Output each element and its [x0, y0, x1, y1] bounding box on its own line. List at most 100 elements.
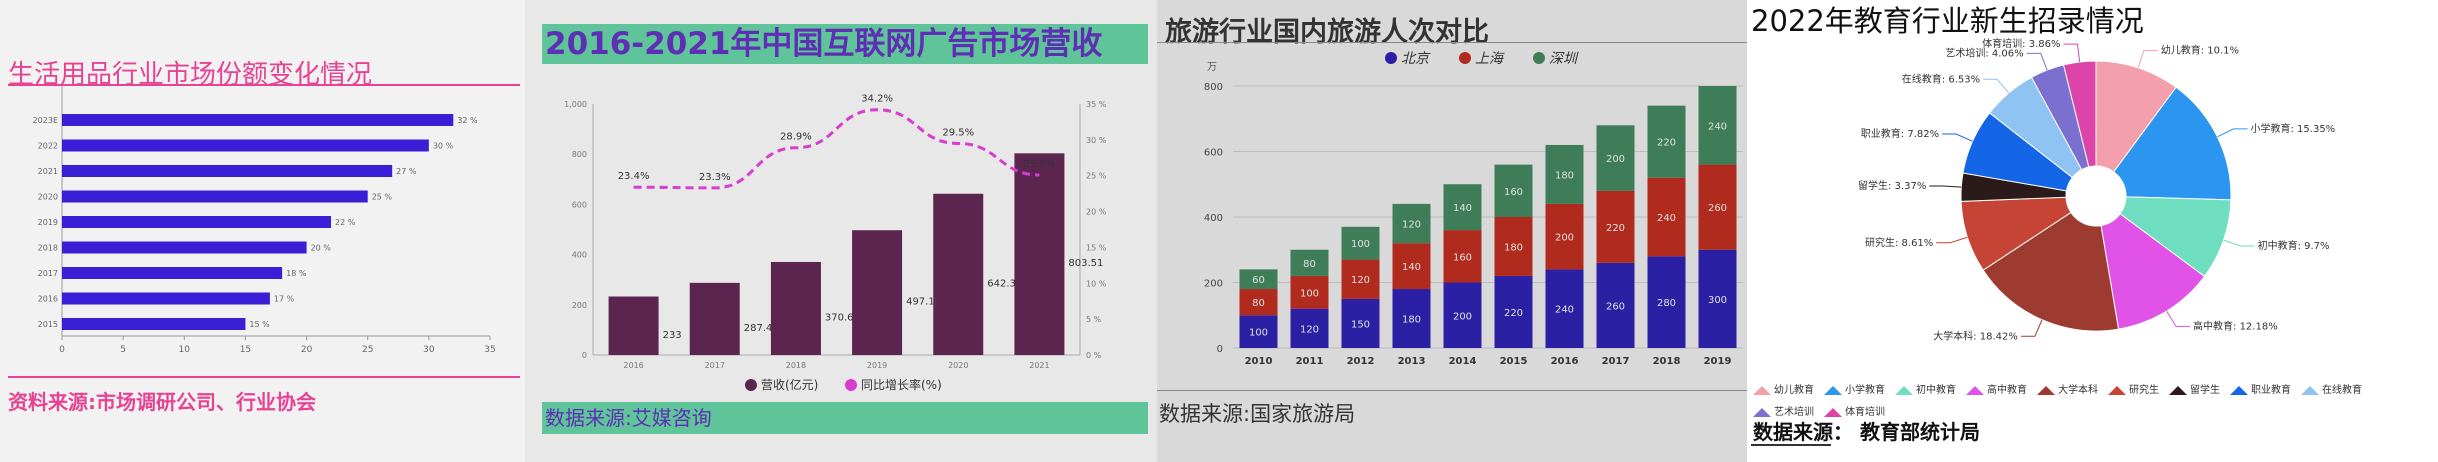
- ad-revenue-chart: 0 200 400 600 800 1,000 0 % 5 % 10 % 15 % 20 % 25 %…: [564, 94, 1107, 392]
- x-tick-label: 25: [362, 345, 373, 355]
- leader-line: [2026, 52, 2048, 71]
- data-label: 17 %: [274, 295, 295, 304]
- segment-value-label: 240: [1708, 121, 1727, 132]
- y2-tick-label: 0 %: [1086, 351, 1102, 360]
- segment-value-label: 120: [1351, 275, 1370, 286]
- leader-line: [2166, 310, 2191, 327]
- slice-大学本科: [1982, 211, 2120, 332]
- tourism-chart: 万 0 200 400 600 800 100 80 60 2010 120 100 80 2011 150…: [1204, 51, 1743, 367]
- bar-北京-2014: [1443, 282, 1482, 348]
- leader-line: [1936, 236, 1968, 244]
- bar-2019: [62, 216, 332, 228]
- legend-marker-revenue: [745, 379, 757, 391]
- bar-北京-2010: [1239, 315, 1278, 348]
- leader-line: [2020, 319, 2043, 337]
- x-tick-label: 2015: [1500, 356, 1528, 367]
- growth-rate-line: [633, 108, 1040, 190]
- rate-label: 23.3%: [699, 172, 731, 183]
- chart-legend: 幼儿教育 小学教育 初中教育 高中教育 大学本科 研究生 留学生 职业教育 在线教育艺术培训 体育…: [1753, 378, 2433, 422]
- y-tick-label: 2016: [38, 295, 58, 304]
- x-tick-label: 2012: [1347, 356, 1375, 367]
- slice-label: 在线教育: 6.53%: [1902, 72, 1980, 85]
- leader-line: [2137, 50, 2158, 68]
- tourism-panel: 旅游行业国内旅游人次对比 万 0 200 400 600 800 100 80 60 2010 12…: [1157, 0, 1747, 462]
- market-share-panel: 生活用品行业市场份额变化情况 0 5 10 15 20 25 30 35 2023E 32 % 20…: [0, 0, 525, 462]
- y2-tick-label: 20 %: [1086, 208, 1107, 217]
- bar-2018: [770, 261, 821, 355]
- y-tick-label: 200: [1204, 279, 1223, 290]
- bar-上海-2014: [1443, 230, 1482, 283]
- segment-value-label: 300: [1708, 295, 1727, 306]
- x-tick-label: 35: [484, 345, 495, 355]
- segment-value-label: 140: [1402, 262, 1421, 273]
- bar-深圳-2019: [1698, 86, 1737, 165]
- bar-value-label: 370.6: [825, 312, 854, 323]
- y-tick-label: 2015: [38, 320, 58, 329]
- legend-triangle-icon: [1753, 407, 1771, 417]
- bar-2020: [62, 190, 368, 203]
- segment-value-label: 160: [1453, 252, 1472, 263]
- bar-深圳-2015: [1494, 164, 1533, 217]
- rate-label: 29.5%: [942, 127, 974, 138]
- legend-label: 北京: [1401, 51, 1431, 67]
- segment-value-label: 260: [1708, 203, 1727, 214]
- bar-上海-2017: [1596, 190, 1635, 263]
- slice-label: 体育培训: 3.86%: [1982, 37, 2060, 50]
- title-divider: [1157, 42, 1747, 43]
- bar-2016: [62, 292, 270, 305]
- leader-line: [2063, 43, 2081, 63]
- y-tick-label: 200: [572, 301, 587, 310]
- rate-label: 28.9%: [780, 132, 812, 143]
- leader-line: [2217, 128, 2248, 138]
- data-label: 20 %: [311, 244, 332, 253]
- bar-上海-2015: [1494, 217, 1533, 276]
- x-tick-label: 2018: [1653, 356, 1681, 367]
- x-tick-label: 2019: [1704, 356, 1732, 367]
- chart-title: 2022年教育行业新生招录情况: [1751, 4, 2144, 38]
- legend-triangle-icon: [2169, 385, 2187, 395]
- x-tick-label: 15: [240, 345, 251, 355]
- title-divider: [8, 84, 520, 86]
- x-tick-label: 0: [59, 345, 65, 355]
- segment-value-label: 180: [1504, 242, 1523, 253]
- legend-marker-深圳: [1533, 52, 1545, 64]
- legend-label: 在线教育: [2322, 385, 2362, 396]
- bar-上海-2013: [1392, 243, 1431, 290]
- chart-title: 2016-2021年中国互联网广告市场营收: [545, 26, 1103, 62]
- slice-label: 职业教育: 7.82%: [1861, 127, 1939, 140]
- bar-value-label: 803.51: [1068, 258, 1103, 269]
- segment-value-label: 180: [1402, 315, 1421, 326]
- legend-triangle-icon: [1824, 385, 1842, 395]
- x-tick-label: 2020: [948, 361, 968, 370]
- source-banner: [542, 402, 1148, 434]
- slice-高中教育: [2100, 213, 2206, 330]
- y-unit-label: 万: [1207, 62, 1217, 73]
- segment-value-label: 120: [1300, 324, 1319, 335]
- bar-2020: [933, 193, 984, 355]
- slice-label: 留学生: 3.37%: [1858, 179, 1926, 192]
- data-source: 数据来源： 教育部统计局: [1753, 420, 1980, 444]
- y2-tick-label: 10 %: [1086, 279, 1107, 288]
- bar-上海-2018: [1647, 177, 1686, 257]
- y-tick-label: 600: [1204, 148, 1223, 159]
- source-underline: [1751, 444, 1831, 446]
- education-chart: 幼儿教育: 10.1% 小学教育: 15.35% 初中教育: 9.7% 高中教育: 1…: [1858, 37, 2335, 342]
- segment-value-label: 200: [1606, 154, 1625, 165]
- segment-value-label: 180: [1555, 170, 1574, 181]
- legend-item: 高中教育: [1966, 382, 2027, 400]
- y-tick-label: 400: [572, 251, 587, 260]
- slice-label: 艺术培训: 4.06%: [1945, 46, 2023, 59]
- bar-北京-2013: [1392, 289, 1431, 348]
- bar-深圳-2010: [1239, 269, 1278, 290]
- segment-value-label: 200: [1555, 233, 1574, 244]
- x-tick-label: 30: [423, 345, 435, 355]
- y-tick-label: 0: [582, 351, 587, 360]
- slice-label: 高中教育: 12.18%: [2193, 319, 2278, 332]
- slice-label: 初中教育: 9.7%: [2258, 239, 2330, 252]
- segment-value-label: 60: [1252, 275, 1265, 286]
- bar-value-label: 642.39: [987, 278, 1022, 289]
- y-tick-label: 2021: [38, 167, 58, 176]
- data-label: 32 %: [457, 116, 478, 125]
- bar-2022: [62, 139, 429, 152]
- legend-triangle-icon: [2108, 385, 2126, 395]
